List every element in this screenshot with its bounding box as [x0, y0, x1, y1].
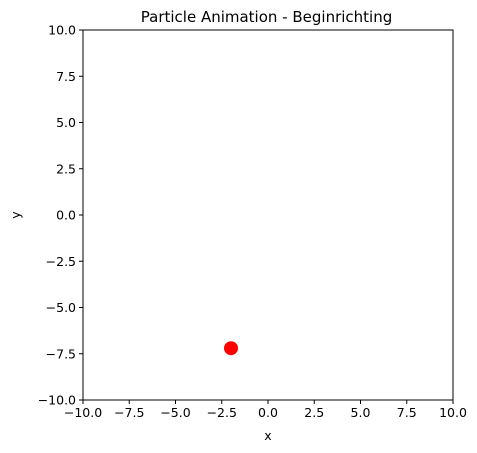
y-tick-label: −10.0 [38, 393, 76, 408]
y-tick-label: −5.0 [46, 300, 76, 315]
x-tick-label: −2.5 [207, 405, 237, 420]
y-axis-label: y [8, 211, 23, 219]
x-tick-label: 5.0 [351, 405, 371, 420]
plot-frame [82, 29, 454, 401]
x-axis-label: x [264, 428, 271, 443]
plot-area [224, 341, 238, 356]
y-tick-label: 10.0 [48, 23, 76, 38]
x-tick-label: 7.5 [397, 405, 417, 420]
y-tick-label: 7.5 [56, 69, 76, 84]
x-tick-label: −5.0 [160, 405, 190, 420]
x-tick-label: −10.0 [64, 405, 102, 420]
y-tick-label: 2.5 [56, 161, 76, 176]
y-tick-label: 0.0 [56, 208, 76, 223]
x-tick-label: −7.5 [114, 405, 144, 420]
x-tick-label: 2.5 [304, 405, 324, 420]
y-tick-label: −7.5 [46, 346, 76, 361]
y-tick-label: 5.0 [56, 115, 76, 130]
y-tick-label: −2.5 [46, 254, 76, 269]
x-tick-label: 10.0 [439, 405, 467, 420]
chart-title: Particle Animation - Beginrichting [141, 8, 393, 26]
particle-point [224, 341, 238, 356]
x-axis-ticks: −10.0 −7.5 −5.0 −2.5 0.0 2.5 5.0 7.5 10.0 [64, 400, 467, 420]
x-tick-label: 0.0 [258, 405, 278, 420]
y-axis-ticks: −10.0 −7.5 −5.0 −2.5 0.0 2.5 5.0 7.5 10.0 [38, 23, 83, 408]
